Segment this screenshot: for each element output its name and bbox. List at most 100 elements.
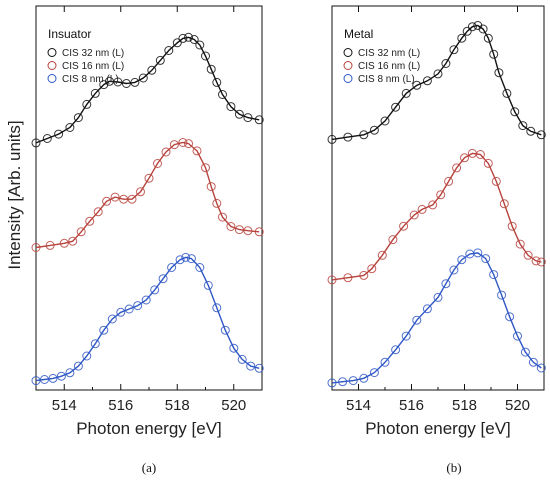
data-point	[234, 225, 244, 235]
panel-title: Metal	[344, 27, 373, 41]
data-point	[102, 196, 112, 206]
data-point	[90, 339, 100, 349]
data-point	[391, 102, 401, 112]
data-point	[113, 77, 123, 87]
panel-tag: (b)	[446, 460, 461, 475]
data-point	[523, 250, 533, 260]
data-point	[243, 226, 253, 236]
legend-marker	[343, 48, 353, 57]
legend-label: CIS 32 nm (L)	[358, 48, 420, 59]
data-point	[237, 354, 247, 364]
data-point	[31, 243, 41, 252]
data-point	[136, 187, 145, 197]
data-point	[212, 303, 222, 313]
data-point	[327, 378, 337, 388]
data-point	[433, 69, 443, 79]
panel-b: 514 516 518 520 Photon energy [eV] (b) Metal CI…	[327, 5, 546, 475]
data-point	[491, 176, 501, 186]
data-point	[90, 88, 100, 98]
data-point	[401, 88, 411, 98]
data-point	[107, 314, 117, 324]
data-point	[31, 138, 41, 148]
data-point	[144, 173, 154, 183]
x-tick-label: 518	[165, 397, 190, 414]
data-point	[343, 132, 353, 142]
data-point	[65, 123, 75, 132]
data-point	[489, 270, 499, 280]
data-point	[65, 368, 75, 378]
series-1	[327, 148, 546, 285]
data-point	[399, 221, 409, 231]
data-point	[220, 325, 230, 335]
data-point	[93, 207, 103, 217]
data-point	[473, 248, 483, 258]
x-axis-title: Photon energy [eV]	[76, 419, 222, 438]
panel-a: 514 516 518 520 Photon energy [eV] (a) Insuato…	[31, 5, 264, 475]
data-point	[409, 210, 419, 220]
data-point	[40, 375, 49, 384]
legend-marker	[343, 61, 353, 70]
x-tick-label: 520	[221, 397, 246, 414]
data-point	[31, 376, 41, 386]
data-point	[401, 331, 411, 341]
data-point	[212, 77, 222, 87]
data-point	[246, 361, 256, 371]
data-point	[449, 265, 459, 275]
data-point	[359, 373, 369, 383]
data-point	[155, 55, 165, 65]
data-point	[124, 304, 134, 314]
legend-label: CIS 16 nm (L)	[358, 61, 420, 72]
data-point	[116, 307, 126, 317]
data-point	[497, 290, 507, 300]
data-point	[377, 250, 387, 260]
data-point	[167, 263, 177, 272]
data-point	[82, 351, 92, 361]
data-point	[338, 377, 348, 387]
data-point	[452, 163, 462, 173]
data-point	[203, 280, 213, 290]
data-point	[59, 238, 69, 248]
data-point	[536, 130, 546, 140]
panel-tag: (a)	[142, 460, 156, 475]
data-point	[528, 357, 538, 367]
data-point	[327, 275, 337, 285]
data-point	[502, 88, 512, 98]
data-point	[212, 198, 222, 208]
series-2	[327, 248, 546, 388]
data-point	[184, 32, 193, 42]
data-point	[130, 77, 140, 87]
data-point	[536, 363, 546, 373]
data-point	[518, 121, 528, 131]
data-point	[158, 274, 168, 284]
data-point	[48, 373, 58, 383]
data-point	[254, 115, 264, 125]
data-point	[178, 138, 188, 147]
data-point	[380, 357, 390, 367]
data-point	[359, 270, 369, 280]
data-point	[422, 76, 432, 86]
x-axis-title: Photon energy [eV]	[365, 419, 511, 438]
data-point	[99, 325, 109, 335]
data-point	[229, 343, 239, 353]
data-point	[234, 109, 244, 119]
data-point	[181, 252, 191, 262]
data-point	[483, 158, 493, 168]
data-point	[433, 292, 443, 302]
data-point	[359, 130, 369, 140]
legend-marker	[47, 48, 57, 57]
series-2	[31, 252, 264, 386]
data-point	[254, 227, 264, 237]
legend-marker	[343, 74, 353, 83]
data-point	[505, 312, 515, 322]
data-point	[444, 176, 454, 186]
x-tick-label: 518	[452, 397, 477, 414]
data-point	[153, 159, 162, 168]
series-line	[331, 24, 542, 141]
data-point	[138, 73, 148, 83]
data-point	[428, 200, 438, 210]
data-point	[457, 33, 467, 43]
data-point	[457, 255, 467, 265]
data-point	[441, 59, 451, 68]
data-point	[195, 40, 205, 50]
data-point	[172, 38, 182, 48]
